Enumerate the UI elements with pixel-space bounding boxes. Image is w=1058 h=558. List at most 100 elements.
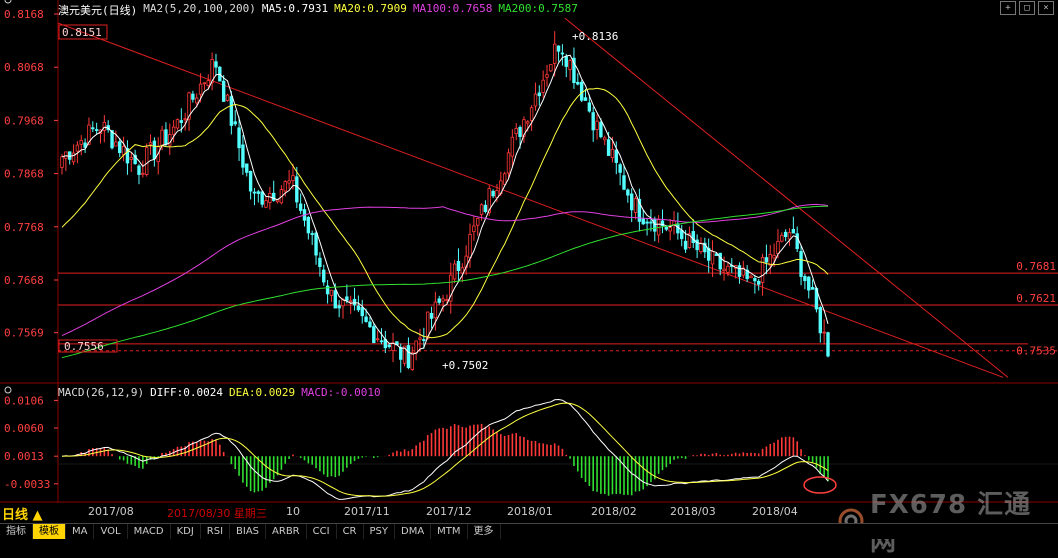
- tab-template[interactable]: 模板: [33, 524, 66, 539]
- candle-down: [622, 175, 626, 190]
- tab-macd[interactable]: MACD: [128, 524, 171, 539]
- candle-down: [680, 230, 684, 240]
- candle-up: [87, 124, 91, 145]
- candle-down: [337, 305, 341, 309]
- candle-down: [295, 176, 299, 203]
- candle-up: [780, 234, 784, 242]
- candle-up: [175, 119, 180, 129]
- ma100-line: [61, 203, 829, 337]
- candle-down: [483, 204, 488, 212]
- candle-up: [487, 188, 491, 214]
- candle-down: [372, 326, 376, 344]
- candle-down: [695, 239, 699, 251]
- candle-up: [610, 148, 615, 159]
- candle-down: [379, 340, 384, 343]
- price-label: 0.8068: [4, 61, 44, 74]
- candle-up: [375, 338, 380, 341]
- candle-up: [772, 254, 776, 259]
- macd-dea: DEA:0.0029: [228, 386, 296, 399]
- tab-vol[interactable]: VOL: [94, 524, 128, 539]
- ma20-value: MA20:0.7909: [334, 2, 407, 15]
- tab-dma[interactable]: DMA: [395, 524, 432, 539]
- candle-down: [564, 56, 568, 67]
- candle-up: [114, 141, 118, 147]
- candle-up: [148, 142, 153, 145]
- period-label: 日线: [2, 508, 29, 523]
- candle-up: [144, 147, 149, 175]
- candle-up: [776, 240, 780, 254]
- tab-mtm[interactable]: MTM: [431, 524, 468, 539]
- macd-label: 0.0013: [4, 450, 44, 463]
- trend-line: [57, 22, 1004, 378]
- level-label: 0.7621: [1016, 292, 1056, 305]
- candle-down: [318, 257, 322, 267]
- restore-icon[interactable]: □: [1019, 1, 1035, 15]
- tab-rsi[interactable]: RSI: [201, 524, 231, 539]
- candle-down: [579, 81, 584, 101]
- candle-up: [710, 250, 715, 265]
- candle-down: [826, 332, 830, 357]
- candle-down: [94, 129, 99, 131]
- candle-down: [641, 218, 645, 225]
- candle-up: [418, 337, 422, 340]
- candle-down: [125, 148, 130, 164]
- candle-up: [268, 193, 272, 203]
- candle-down: [614, 149, 618, 163]
- candle-down: [306, 217, 311, 234]
- ma5-line: [61, 54, 829, 355]
- tab-kdj[interactable]: KDJ: [171, 524, 201, 539]
- candle-down: [333, 290, 337, 309]
- tab-psy[interactable]: PSY: [364, 524, 395, 539]
- candle-up: [410, 352, 414, 371]
- candle-down: [221, 80, 226, 102]
- tab-ma[interactable]: MA: [66, 524, 95, 539]
- candle-up: [287, 180, 291, 184]
- trend-line: [564, 17, 1009, 378]
- candle-up: [445, 299, 449, 301]
- candle-up: [541, 79, 545, 93]
- candle-down: [137, 165, 141, 175]
- candle-up: [79, 139, 83, 145]
- window-controls: + □ ×: [1000, 1, 1054, 15]
- candle-down: [322, 269, 326, 283]
- candle-up: [633, 198, 638, 213]
- candle-down: [572, 57, 576, 84]
- close-icon[interactable]: ×: [1038, 1, 1054, 15]
- candle-down: [753, 278, 757, 282]
- candle-up: [71, 152, 76, 163]
- tab-cr[interactable]: CR: [337, 524, 364, 539]
- diff-line: [61, 398, 829, 500]
- tab-cci[interactable]: CCI: [307, 524, 337, 539]
- candle-down: [233, 121, 237, 125]
- candle-down: [556, 45, 561, 52]
- candle-up: [741, 267, 746, 276]
- macd-label: 0.0106: [4, 394, 44, 407]
- tab-更多[interactable]: 更多: [468, 524, 501, 539]
- x-tick: 2018/03: [670, 505, 716, 518]
- candle-up: [568, 60, 572, 70]
- time-axis: 日线 ▲ 2017/08 2017/08/30 星期三 10 2017/11 2…: [0, 503, 1058, 523]
- candle-down: [179, 120, 184, 123]
- chart-title: 澳元美元(日线): [58, 4, 138, 17]
- candle-up: [452, 263, 457, 280]
- candle-down: [429, 313, 434, 319]
- zoom-in-icon[interactable]: +: [1000, 1, 1016, 15]
- tab-arbr[interactable]: ARBR: [266, 524, 307, 539]
- candle-up: [195, 97, 199, 104]
- candle-up: [414, 340, 418, 354]
- candle-up: [460, 267, 465, 274]
- candle-down: [683, 240, 688, 250]
- candle-down: [518, 126, 522, 137]
- candle-down: [214, 61, 218, 68]
- tab-indicators[interactable]: 指标: [0, 524, 33, 539]
- candle-up: [160, 129, 164, 147]
- candle-up: [449, 274, 453, 302]
- candle-up: [121, 146, 126, 156]
- x-tick: 2018/04: [752, 505, 798, 518]
- forex-chart[interactable]: 0.8168 0.8068 0.7968 0.7868 0.7768 0.7668 0.75…: [0, 0, 1058, 538]
- period-selector[interactable]: 日线 ▲: [2, 508, 43, 523]
- dea-line: [61, 402, 829, 497]
- tab-bias[interactable]: BIAS: [230, 524, 267, 539]
- price-label: 0.7968: [4, 114, 44, 127]
- candle-up: [749, 275, 753, 279]
